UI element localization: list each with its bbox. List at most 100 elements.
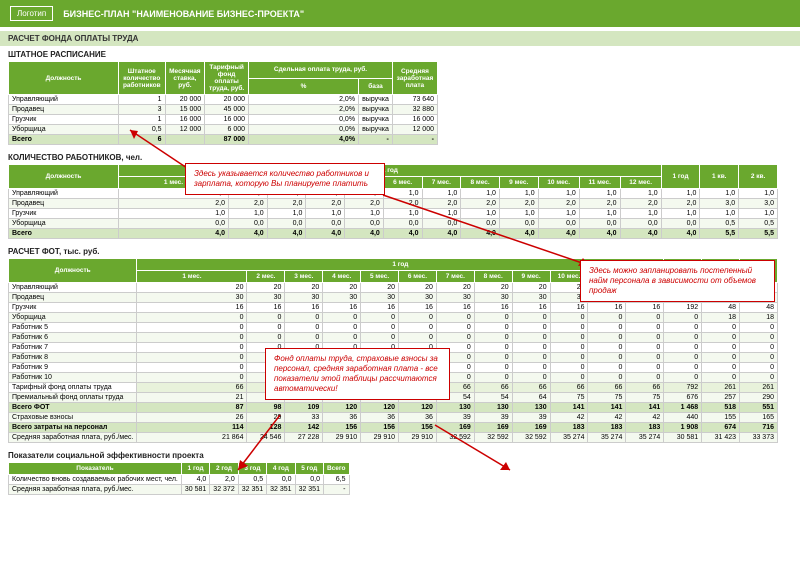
cell: 16 [137, 303, 247, 313]
cell: 30 [436, 293, 474, 303]
cell: 30 [137, 293, 247, 303]
cell: 0,5 [700, 219, 739, 229]
cell: 75 [550, 393, 588, 403]
cell: 75 [588, 393, 626, 403]
cell: 36 [361, 413, 399, 423]
cell: 66 [588, 383, 626, 393]
cell: 0 [512, 313, 550, 323]
cell: 30 581 [664, 433, 702, 443]
cell: 0 [512, 373, 550, 383]
col-month: 8 мес. [474, 271, 512, 283]
cell: 0 [550, 343, 588, 353]
col-month: 10 мес. [538, 177, 579, 189]
cell: 0,0 [422, 219, 461, 229]
cell: 0 [474, 323, 512, 333]
cell: 0 [474, 353, 512, 363]
cell: 20 [474, 283, 512, 293]
cell: 1,0 [499, 189, 538, 199]
cell: 3 [119, 105, 166, 115]
cell: 3,0 [739, 199, 778, 209]
cell: 1,0 [461, 189, 500, 199]
col-rate: Месячная ставка, руб. [165, 62, 205, 95]
col: 4 год [267, 463, 295, 475]
cell: 1,0 [739, 209, 778, 219]
col-avg: Средняя заработная плата [392, 62, 437, 95]
table-social: Показатель1 год2 год3 год4 год5 годВсего… [8, 462, 350, 495]
cell: 39 [512, 413, 550, 423]
cell: 4,0 [267, 229, 306, 239]
cell: 66 [626, 383, 664, 393]
cell: 0 [361, 333, 399, 343]
col-month: 5 мес. [361, 271, 399, 283]
cell: 39 [436, 413, 474, 423]
cell: Работник 10 [9, 373, 137, 383]
cell: 20 [399, 283, 437, 293]
cell: 0 [550, 333, 588, 343]
cell: 2,0 [210, 475, 238, 485]
cell: 75 [626, 393, 664, 403]
cell: 4,0% [249, 135, 359, 145]
cell: 0 [436, 333, 474, 343]
cell: 2,0 [229, 199, 268, 209]
cell: 1,0 [739, 189, 778, 199]
cell: 32 351 [238, 485, 266, 495]
cell: 30 [247, 293, 285, 303]
cell: 156 [361, 423, 399, 433]
cell: 1,0 [661, 189, 700, 199]
cell: 32 351 [295, 485, 323, 495]
cell: 66 [512, 383, 550, 393]
cell: 30 [323, 293, 361, 303]
cell: 0 [664, 333, 702, 343]
cell: Продавец [9, 105, 119, 115]
cell: 0,5 [238, 475, 266, 485]
cell: 6 [119, 135, 166, 145]
cell: 792 [664, 383, 702, 393]
cell: выручка [359, 125, 393, 135]
col-month: 9 мес. [499, 177, 538, 189]
cell: 35 274 [550, 433, 588, 443]
subsection-social: Показатели социальной эффективности прое… [0, 447, 800, 462]
cell: 1,0 [499, 209, 538, 219]
cell: Управляющий [9, 283, 137, 293]
cell: 0 [399, 313, 437, 323]
cell: 4,0 [119, 229, 229, 239]
cell: 0 [137, 363, 247, 373]
table-count: Должность 1 год 1 год 1 кв. 2 кв. 1 мес.… [8, 164, 778, 239]
cell: 4,0 [345, 229, 384, 239]
cell: выручка [359, 105, 393, 115]
cell: 4,0 [383, 229, 422, 239]
cell: 32 351 [267, 485, 295, 495]
cell: 183 [588, 423, 626, 433]
cell: Уборщица [9, 313, 137, 323]
cell: 0 [137, 323, 247, 333]
section-title-payroll: РАСЧЕТ ФОНДА ОПЛАТЫ ТРУДА [0, 31, 800, 46]
cell: 1,0 [422, 189, 461, 199]
cell: 0,0 [620, 219, 661, 229]
cell: 0 [664, 353, 702, 363]
cell: 0 [588, 313, 626, 323]
cell: Грузчик [9, 115, 119, 125]
col-month: 9 мес. [512, 271, 550, 283]
cell: 0 [436, 323, 474, 333]
cell: 0 [285, 333, 323, 343]
cell: Уборщица [9, 125, 119, 135]
cell: 66 [474, 383, 512, 393]
cell: 16 [550, 303, 588, 313]
cell: 130 [512, 403, 550, 413]
cell: 141 [550, 403, 588, 413]
cell: 32 592 [436, 433, 474, 443]
cell: 1,0 [538, 209, 579, 219]
col-month: 7 мес. [436, 271, 474, 283]
cell: 0 [137, 343, 247, 353]
cell: 16 000 [205, 115, 249, 125]
cell: 192 [664, 303, 702, 313]
cell: Продавец [9, 293, 137, 303]
cell: 16 [285, 303, 323, 313]
cell: 4,0 [499, 229, 538, 239]
col-piece: Сдельная оплата труда, руб. [249, 62, 393, 79]
cell: Всего ФОТ [9, 403, 137, 413]
cell: 0 [512, 343, 550, 353]
cell: 1,0 [579, 209, 620, 219]
cell: 0 [137, 333, 247, 343]
cell: 0 [740, 333, 778, 343]
